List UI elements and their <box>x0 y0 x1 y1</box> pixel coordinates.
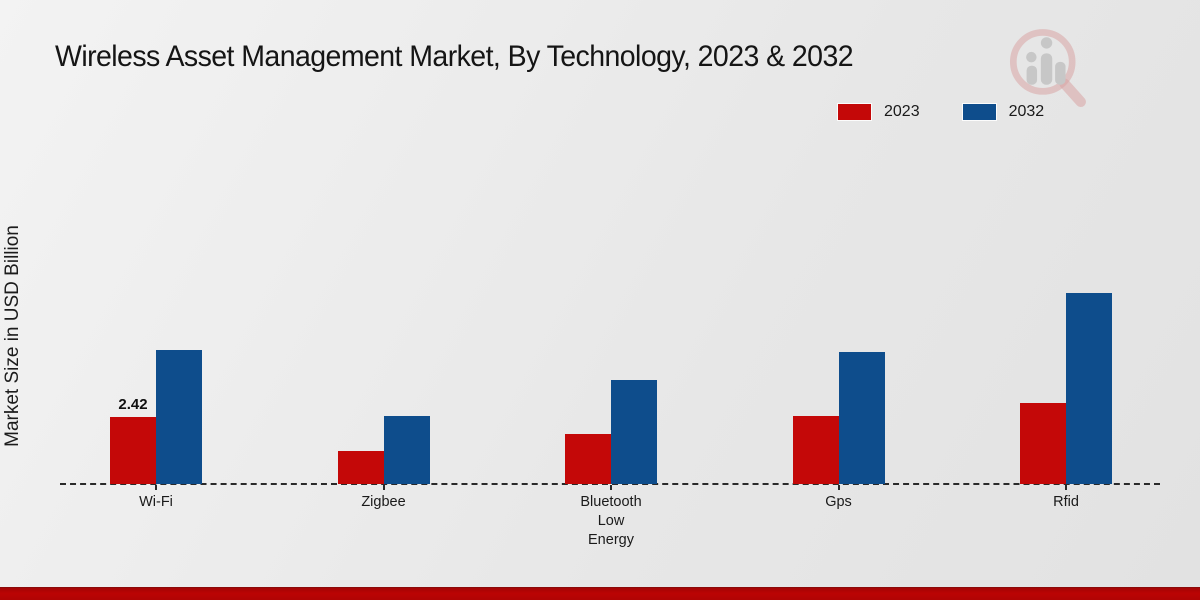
bar-2032-gps <box>838 351 885 484</box>
chart-legend: 2023 2032 <box>838 103 1044 121</box>
bar-2032-bluetooth-low-energy <box>611 379 657 484</box>
legend-label-2023: 2023 <box>884 103 920 120</box>
legend-item-2023: 2023 <box>838 103 920 121</box>
bar-2023-wi-fi <box>110 417 156 484</box>
category-label-bluetooth-low-energy: Bluetooth Low Energy <box>580 494 642 548</box>
legend-swatch-2032 <box>962 104 996 120</box>
axis-tick <box>155 485 157 490</box>
bar-2023-gps <box>792 415 839 484</box>
legend-item-2032: 2032 <box>962 103 1045 121</box>
legend-swatch-2023 <box>838 104 871 120</box>
legend-label-2032: 2032 <box>1008 103 1045 120</box>
bar-2023-zigbee <box>337 451 384 484</box>
chart-title: Wireless Asset Management Market, By Tec… <box>55 40 854 73</box>
bar-2032-wi-fi <box>156 349 202 484</box>
bar-2023-bluetooth-low-energy <box>565 434 611 484</box>
bar-2032-rfid <box>1066 292 1112 484</box>
bar-value-label: 2.42 <box>118 396 148 414</box>
category-label-rfid: Rfid <box>1053 494 1079 510</box>
axis-tick <box>382 485 385 490</box>
bar-2023-rfid <box>1020 402 1066 484</box>
axis-tick <box>610 485 612 490</box>
axis-tick <box>837 485 840 490</box>
category-label-zigbee: Zigbee <box>361 494 406 510</box>
category-label-wi-fi: Wi-Fi <box>139 494 173 510</box>
footer-accent-bar <box>0 587 1200 600</box>
category-label-gps: Gps <box>825 494 852 510</box>
bar-2032-zigbee <box>383 416 430 484</box>
axis-baseline <box>60 483 1160 485</box>
axis-tick <box>1065 485 1067 490</box>
